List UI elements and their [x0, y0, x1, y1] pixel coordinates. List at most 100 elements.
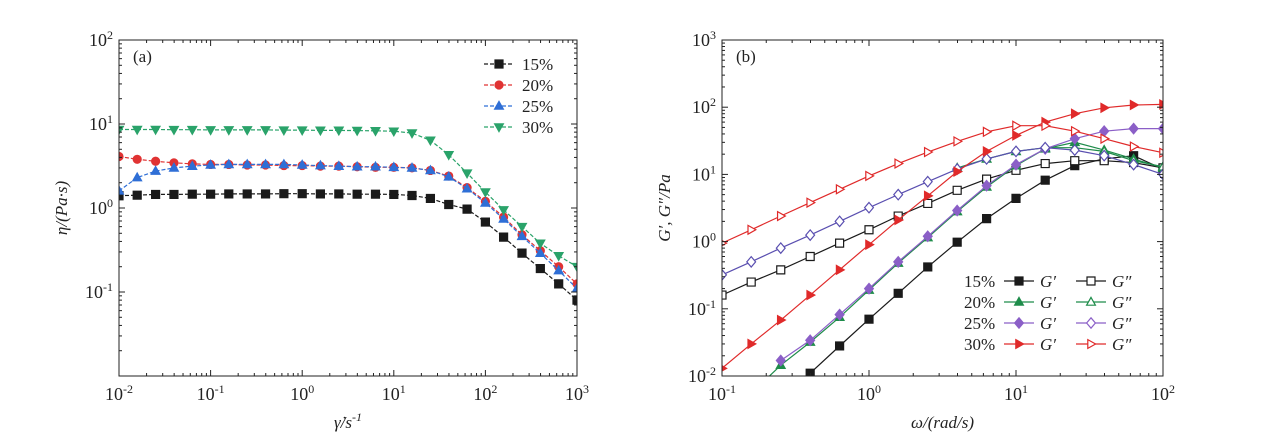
panel-a-series-0-point-2: [151, 189, 161, 200]
panel-b-series-7-point-15: [1159, 147, 1163, 159]
panel-a-series-0-point-24: [554, 279, 564, 289]
panel-a-series-2-point-7: [241, 158, 253, 169]
panel-a-series-2-point-17: [424, 164, 436, 175]
panel-b-legend-conc-0: 15%: [964, 272, 995, 291]
panel-a-series-0-point-6: [224, 189, 234, 199]
panel-b-series-0-point-2: [864, 314, 874, 324]
panel-a-legend-label-0: 15%: [522, 55, 553, 74]
panel-a-series-2-point-13: [351, 160, 363, 171]
panel-b-series-4-point-13: [1157, 122, 1163, 135]
panel-b-series-4-point-2: [834, 308, 845, 321]
panel-b-xlabel: ω/(rad/s): [911, 413, 974, 432]
panel-b-series-7-point-4: [835, 183, 846, 195]
panel-a-series-0-point-1: [132, 190, 142, 200]
panel-b-legend-gpp-marker-2: [1085, 316, 1097, 330]
panel-b-series-0-point-6: [982, 213, 992, 224]
panel-a-series-3-point-1: [131, 125, 143, 136]
panel-b-series-7: [722, 120, 1163, 247]
panel-b-legend-gpp-marker-1: [1085, 296, 1097, 306]
panel-a-series-1: [119, 151, 577, 289]
panel-a-series-0-point-23: [535, 263, 545, 274]
panel-a-ytick-label-2: 101: [89, 112, 113, 134]
panel-b-legend-gpp-label-3: G″: [1112, 335, 1132, 354]
panel-b-series-7-point-0: [722, 239, 728, 247]
panel-b-series-5: [722, 141, 1163, 281]
panel-b-ytick-label-2: 100: [692, 230, 716, 252]
panel-a-series-3-point-16: [406, 129, 418, 139]
panel-a-series-3-point-9: [278, 126, 290, 136]
panel-a-series-0-point-16: [407, 190, 417, 201]
panel-a-series-0-point-3: [169, 189, 179, 200]
panel-b-series-1-point-5: [864, 225, 874, 235]
panel-a-series-3-point-8: [260, 126, 271, 136]
panel-a-series-0-point-7: [242, 189, 252, 199]
panel-a-series-3-point-21: [498, 206, 510, 216]
panel-b-series-7-line: [722, 125, 1163, 244]
panel-b-series-7-point-1: [747, 224, 758, 236]
panel-a-series-0-point-9: [279, 189, 289, 199]
panel-b-series-0-point-3: [893, 288, 903, 298]
panel-b-series-4-point-1: [804, 334, 816, 347]
panel-b-series-0-point-8: [1040, 175, 1050, 185]
panel-a-series-2-point-24: [553, 264, 565, 275]
panel-b-series-6-point-10: [1012, 130, 1022, 141]
panel-b-legend-gp-label-0: G′: [1040, 272, 1056, 291]
panel-a-xtick-label-5: 103: [565, 382, 589, 404]
panel-b-series-6-point-2: [776, 314, 787, 326]
panel-b-series-5-point-14: [1128, 158, 1139, 171]
panel-a-series-0-line: [119, 193, 577, 301]
panel-a-series-3-point-17: [424, 136, 436, 147]
panel-a-series-3-point-19: [461, 169, 473, 179]
panel-a-series-3-point-12: [333, 126, 345, 137]
panel-a: 10-2 10-1 100 101 102 103 10-1 100 101 102 (a) γ̇/s…: [52, 28, 589, 432]
panel-b-label: (b): [736, 47, 756, 66]
panel-a-series-3-point-15: [388, 127, 400, 138]
panel-a-series-0-point-12: [334, 189, 344, 199]
panel-a-series-2-point-15: [388, 161, 400, 172]
panel-b-ytick-label-5: 103: [692, 28, 716, 50]
panel-a-legend-label-2: 25%: [522, 97, 553, 116]
panel-b-series-0-point-0: [805, 368, 815, 376]
panel-a-series-2-point-22: [516, 230, 528, 241]
panel-b-series-6-point-12: [1070, 108, 1081, 120]
panel-b-series-0-point-4: [923, 262, 933, 272]
panel-a-series-3-point-5: [205, 126, 217, 136]
panel-b-series-6-point-1: [747, 338, 758, 350]
panel-a-ytick-label-1: 100: [89, 196, 113, 218]
panel-a-series-3-point-10: [296, 126, 308, 136]
panel-a-series-0-point-5: [206, 189, 216, 199]
panel-b-legend-gp-label-2: G′: [1040, 314, 1056, 333]
panel-a-series-3: [119, 125, 577, 273]
panel-b-series-5-point-3: [804, 228, 816, 242]
panel-a-series-2-point-21: [498, 213, 510, 223]
panel-a-legend-marker-2: [493, 100, 505, 110]
panel-b-series-4-point-0: [775, 354, 786, 367]
panel-b-legend-gp-marker-0: [1014, 276, 1024, 286]
panel-a-xtick-label-4: 102: [473, 382, 497, 404]
panel-a-series-0-point-4: [187, 189, 197, 199]
panel-a-series-3-point-18: [443, 150, 455, 161]
panel-a-series-3-point-3: [168, 125, 180, 136]
panel-b-series-2-line: [768, 141, 1163, 376]
panel-b-series-0-point-7: [1011, 193, 1021, 203]
panel-b-series-2: [768, 136, 1163, 376]
panel-a-series-3-point-25: [571, 262, 577, 273]
panel-b-series-7-point-7: [923, 146, 934, 158]
panel-a-series-2-point-3: [168, 162, 180, 172]
panel-a-series-2-point-5: [205, 159, 217, 169]
panel-a-series-0-point-11: [315, 189, 325, 199]
panel-a-series-3-point-6: [223, 126, 235, 136]
panel-b-ylabel: G′, G″/Pa: [655, 174, 674, 241]
panel-b-series-6-point-9: [982, 145, 993, 157]
panel-a-series-2-point-23: [534, 247, 546, 257]
panel-b-series-7-point-3: [806, 197, 817, 209]
panel-a-ytick-label-3: 102: [89, 28, 113, 50]
panel-a-legend-marker-0: [494, 59, 504, 69]
panel-b-series-4-line: [780, 128, 1163, 361]
panel-a-series-3-point-22: [516, 222, 528, 233]
panel-b-series-1-point-2: [776, 265, 786, 275]
panel-b-legend-gp-marker-1: [1013, 296, 1025, 306]
panel-b-series-5-point-13: [1098, 149, 1110, 162]
panel-a-series-0-point-18: [444, 199, 454, 210]
panel-a-legend-label-1: 20%: [522, 76, 553, 95]
